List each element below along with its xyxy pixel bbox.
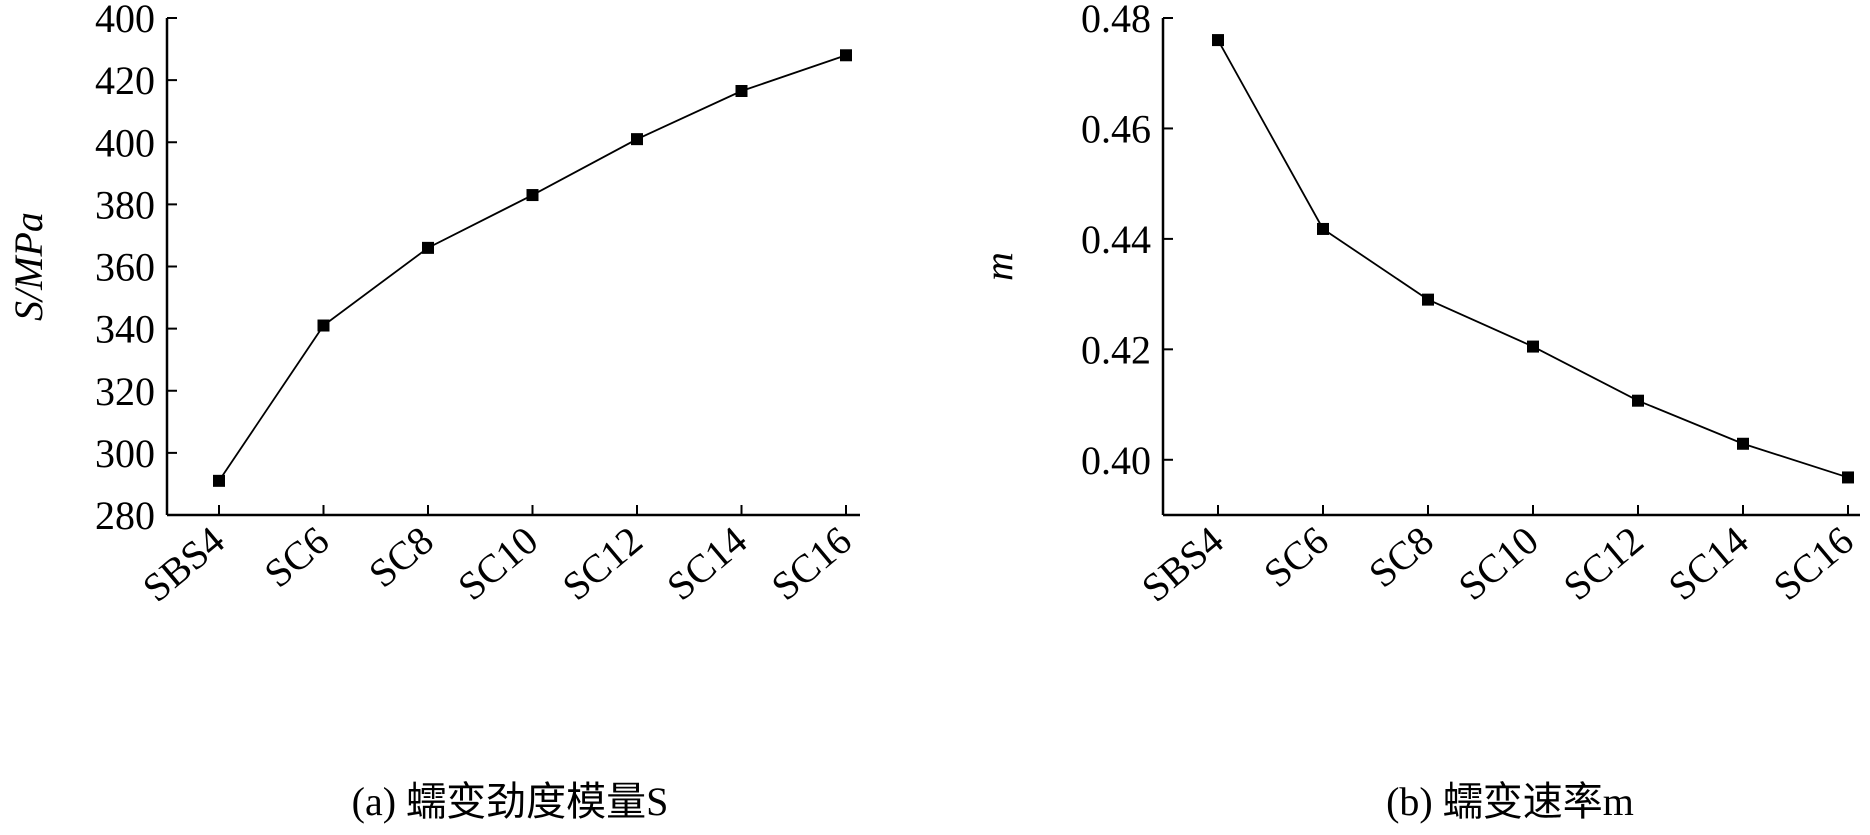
data-point [213, 474, 225, 487]
x-tick-label: SC8 [360, 517, 442, 596]
y-tick-label: 340 [95, 307, 155, 352]
x-tick-label: SBS4 [1133, 517, 1232, 610]
data-point [422, 241, 434, 254]
x-tick-label: SC14 [658, 517, 755, 609]
y-tick-label: 400 [95, 120, 155, 165]
y-tick-label: 0.40 [1081, 438, 1151, 483]
data-point [1842, 471, 1854, 484]
data-point [631, 133, 643, 146]
y-tick-label: 380 [95, 182, 155, 227]
series-line [1217, 39, 1849, 479]
data-point [1212, 34, 1224, 47]
y-tick-label: 320 [95, 369, 155, 414]
x-tick-label: SC6 [256, 517, 338, 596]
data-point [735, 84, 748, 97]
y-tick-label: 0.42 [1081, 327, 1151, 372]
y-tick-label: 0.48 [1081, 0, 1151, 41]
y-axis-label: S/MPa [6, 212, 51, 321]
x-tick-label: SC12 [554, 517, 651, 609]
data-point [1422, 293, 1434, 306]
data-point [317, 319, 330, 332]
data-point [1527, 340, 1539, 353]
x-tick-label: SC6 [1255, 517, 1337, 596]
data-point [1737, 437, 1749, 450]
series-line [218, 54, 847, 482]
x-tick-label: SC16 [1765, 517, 1862, 609]
x-tick-label: SC12 [1555, 517, 1652, 609]
data-point [1632, 394, 1644, 407]
y-tick-label: 420 [95, 58, 155, 103]
x-tick-label: SC10 [1450, 517, 1547, 609]
y-tick-label: 300 [95, 431, 155, 476]
y-tick-label: 0.44 [1081, 217, 1151, 262]
y-tick-label: 360 [95, 245, 155, 290]
chart-title: (b) 蠕变速率m [1386, 779, 1634, 824]
chart-title: (a) 蠕变劲度模量S [352, 779, 669, 824]
x-tick-label: SC8 [1360, 517, 1442, 596]
y-tick-label: 0.46 [1081, 106, 1151, 151]
data-point [840, 49, 852, 62]
y-tick-label: 400 [95, 0, 155, 41]
x-tick-label: SC16 [763, 517, 860, 609]
data-point [1317, 222, 1329, 235]
x-tick-label: SC10 [449, 517, 546, 609]
y-axis-label: m [976, 252, 1021, 281]
x-tick-label: SC14 [1660, 517, 1757, 609]
data-point [526, 189, 539, 202]
y-tick-label: 280 [95, 493, 155, 538]
